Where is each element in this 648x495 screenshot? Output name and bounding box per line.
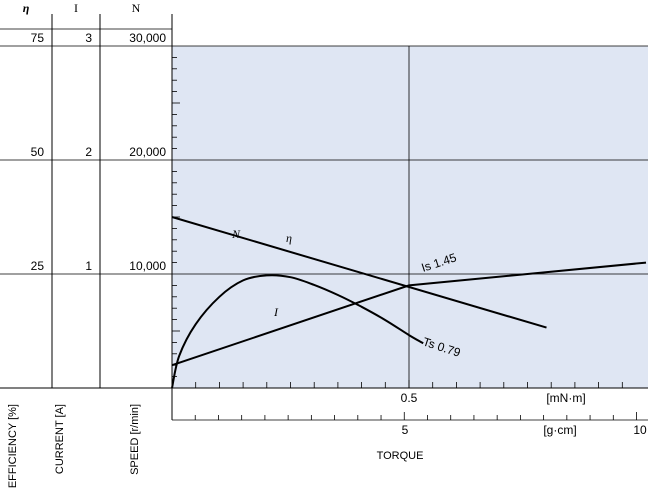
speed-tick-label: 20,000: [129, 145, 166, 159]
current-axis-title: CURRENT [A]: [54, 404, 66, 474]
series-label: I: [273, 305, 279, 319]
current-tick-label: 1: [85, 259, 92, 273]
efficiency-tick-label: 25: [31, 259, 45, 273]
x-unit-label: [mN·m]: [546, 391, 585, 405]
secondary-x-unit-label: [g·cm]: [543, 423, 576, 437]
secondary-x-tick-label: 5: [402, 423, 409, 437]
current-tick-label: 2: [85, 145, 92, 159]
x-axis-title: TORQUE: [377, 450, 424, 462]
header-current: I: [74, 1, 78, 15]
header-speed: N: [132, 1, 141, 15]
series-n-line: [171, 216, 547, 329]
plot-area: [172, 46, 648, 388]
efficiency-tick-label: 50: [31, 145, 45, 159]
series-label: N: [231, 227, 241, 241]
header-efficiency: η: [23, 1, 30, 15]
series-i-line: [171, 261, 647, 367]
secondary-x-tick-label: 10: [633, 423, 647, 437]
current-tick-label: 3: [85, 31, 92, 45]
speed-tick-label: 10,000: [129, 259, 166, 273]
efficiency-axis-title: EFFICIENCY [%]: [7, 404, 19, 488]
x-tick-label: 0.5: [401, 391, 418, 405]
efficiency-tick-label: 75: [31, 31, 45, 45]
speed-tick-label: 30,000: [129, 31, 166, 45]
speed-axis-title: SPEED [r/min]: [129, 404, 141, 475]
series-eta-line: [171, 274, 424, 389]
series-label: η: [286, 231, 292, 245]
